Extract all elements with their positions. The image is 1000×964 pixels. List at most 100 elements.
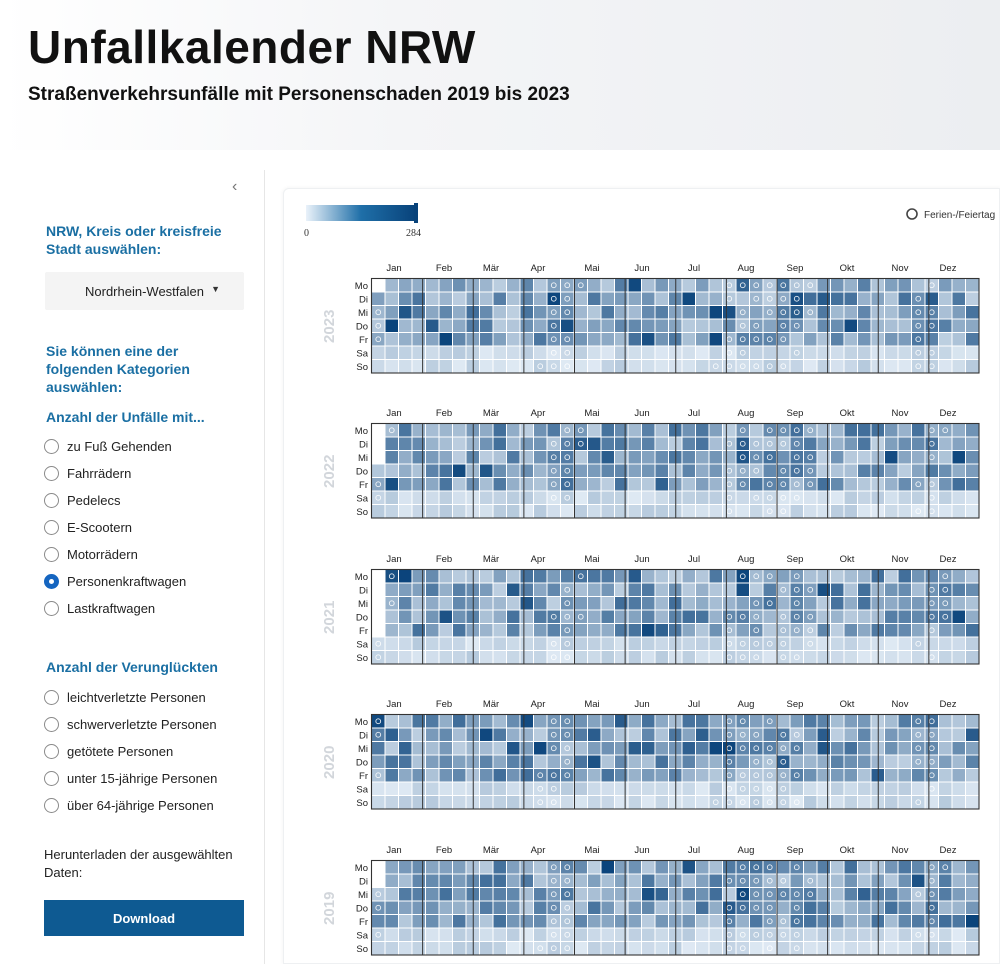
day-cell [372, 505, 385, 518]
category-option[interactable]: E-Scootern [44, 520, 132, 535]
category-option[interactable]: zu Fuß Gehenden [44, 439, 172, 454]
day-cell [399, 319, 412, 332]
day-cell [952, 478, 965, 491]
day-cell [601, 915, 614, 928]
radio-button[interactable] [44, 493, 59, 508]
radio-button[interactable] [44, 466, 59, 481]
category-option[interactable]: Fahrrädern [44, 466, 131, 481]
category-option[interactable]: Personenkraftwagen [44, 574, 186, 589]
day-cell [696, 360, 709, 373]
day-cell [655, 437, 668, 450]
holiday-marker [550, 349, 557, 356]
holiday-marker [915, 336, 922, 343]
holiday-marker [766, 904, 773, 911]
victim-option[interactable]: über 64-jährige Personen [44, 798, 214, 813]
holiday-marker [550, 336, 557, 343]
day-cell [561, 505, 574, 518]
day-cell [750, 742, 763, 755]
victim-option[interactable]: leichtverletzte Personen [44, 690, 206, 705]
radio-button[interactable] [44, 798, 59, 813]
weekday-label: Fr [359, 771, 368, 782]
day-cell [412, 464, 425, 477]
day-cell [642, 942, 655, 955]
day-cell [817, 769, 830, 782]
holiday-marker [739, 877, 746, 884]
day-cell [912, 279, 925, 292]
victim-option[interactable]: getötete Personen [44, 744, 173, 759]
day-cell [453, 874, 466, 887]
day-cell [385, 306, 398, 319]
day-cell [804, 583, 817, 596]
day-cell [534, 437, 547, 450]
day-cell [817, 333, 830, 346]
day-cell [736, 306, 749, 319]
radio-button[interactable] [44, 690, 59, 705]
day-cell [723, 464, 736, 477]
day-cell [561, 597, 574, 610]
radio-button[interactable] [44, 601, 59, 616]
day-cell [750, 755, 763, 768]
day-cell [507, 928, 520, 941]
day-cell [939, 424, 952, 437]
holiday-marker [739, 785, 746, 792]
radio-button[interactable] [44, 744, 59, 759]
day-cell [399, 874, 412, 887]
day-cell [750, 451, 763, 464]
day-cell [642, 464, 655, 477]
chevron-left-icon[interactable]: ‹ [232, 178, 238, 195]
category-option[interactable]: Lastkraftwagen [44, 601, 155, 616]
holiday-marker [739, 282, 746, 289]
day-cell [925, 624, 938, 637]
day-cell [412, 901, 425, 914]
day-cell [561, 915, 574, 928]
day-cell [642, 651, 655, 664]
radio-button[interactable] [44, 771, 59, 786]
day-cell [966, 888, 979, 901]
day-cell [412, 505, 425, 518]
day-cell [952, 769, 965, 782]
day-cell [696, 570, 709, 583]
category-option[interactable]: Motorrädern [44, 547, 138, 562]
day-cell [750, 333, 763, 346]
day-cell [777, 279, 790, 292]
day-cell [885, 901, 898, 914]
day-cell [628, 583, 641, 596]
holiday-marker [739, 481, 746, 488]
day-cell [493, 651, 506, 664]
holiday-marker [550, 613, 557, 620]
holiday-marker [942, 600, 949, 607]
holiday-marker [807, 282, 814, 289]
day-cell [858, 424, 871, 437]
day-cell [939, 451, 952, 464]
day-cell [682, 888, 695, 901]
holiday-marker [550, 745, 557, 752]
holiday-marker [537, 363, 544, 370]
radio-button[interactable] [44, 439, 59, 454]
day-cell [628, 292, 641, 305]
radio-button[interactable] [44, 547, 59, 562]
category-option[interactable]: Pedelecs [44, 493, 120, 508]
day-cell [831, 279, 844, 292]
day-cell [385, 637, 398, 650]
region-select[interactable]: Nordrhein-Westfalen ▼ [45, 272, 244, 310]
month-label: Feb [436, 408, 452, 419]
day-cell [750, 505, 763, 518]
day-cell [520, 437, 533, 450]
holiday-marker [550, 772, 557, 779]
day-cell [750, 478, 763, 491]
day-cell [520, 637, 533, 650]
download-button[interactable]: Download [44, 900, 244, 936]
day-cell [682, 610, 695, 623]
holiday-marker [712, 363, 719, 370]
victim-option[interactable]: schwerverletzte Personen [44, 717, 217, 732]
day-cell [736, 491, 749, 504]
month-label: Aug [738, 699, 755, 710]
day-cell [682, 437, 695, 450]
holiday-marker [564, 440, 571, 447]
victim-option[interactable]: unter 15-jährige Personen [44, 771, 217, 786]
radio-button[interactable] [44, 574, 59, 589]
radio-button[interactable] [44, 520, 59, 535]
day-cell [574, 478, 587, 491]
day-cell [817, 782, 830, 795]
radio-button[interactable] [44, 717, 59, 732]
